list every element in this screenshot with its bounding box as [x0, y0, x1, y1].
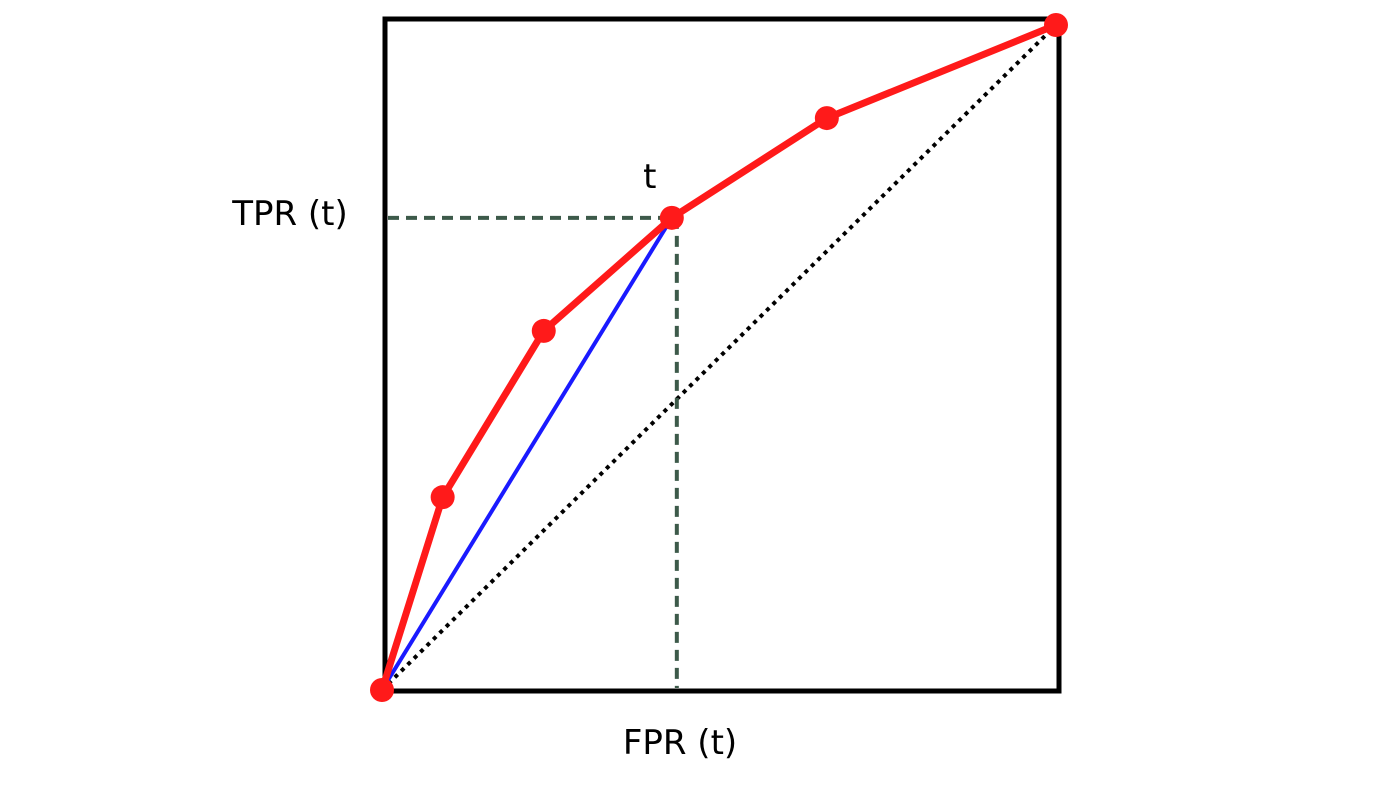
- roc-point: [370, 678, 394, 702]
- roc-point: [430, 485, 455, 510]
- tpr-label: TPR (t): [231, 194, 348, 234]
- roc-curve-line: [378, 21, 1058, 692]
- roc-point: [531, 318, 556, 343]
- chance-diagonal: [380, 23, 1058, 692]
- chord-line: [380, 216, 674, 692]
- plot-frame: [382, 16, 1062, 694]
- fpr-label: FPR (t): [623, 723, 737, 763]
- roc-point: [814, 106, 839, 131]
- roc-point: [659, 205, 684, 230]
- roc-point: [1044, 13, 1068, 37]
- roc-series: [370, 13, 1068, 702]
- threshold-label: t: [643, 157, 656, 197]
